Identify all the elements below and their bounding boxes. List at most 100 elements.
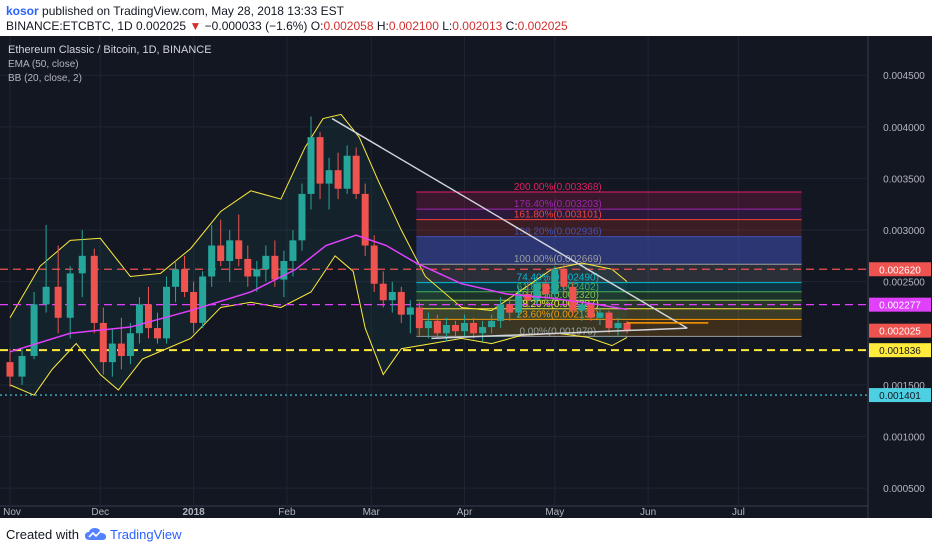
level-price-tag-bg (869, 262, 931, 277)
candle-body[interactable] (199, 276, 207, 323)
candle-body[interactable] (217, 245, 225, 262)
candle-body[interactable] (208, 245, 216, 277)
candle-body[interactable] (524, 294, 532, 301)
candle-body[interactable] (298, 193, 306, 241)
fib-level-label: 100.00%(0.002669) (514, 254, 602, 265)
candle-body[interactable] (605, 312, 613, 329)
candle-body[interactable] (153, 328, 161, 339)
candle-body[interactable] (442, 324, 450, 334)
candle-body[interactable] (569, 286, 577, 311)
candle-body[interactable] (461, 322, 469, 332)
level-price-tag: 0.001836 (879, 346, 921, 357)
candle-body[interactable] (551, 269, 559, 295)
chart-canvas[interactable]: 0.004500 0.004000 0.003500 0.003000 0.002500… (0, 36, 932, 518)
candle-body[interactable] (470, 322, 478, 334)
candle-body[interactable] (66, 273, 74, 318)
candle-body[interactable] (307, 137, 315, 194)
candle-body[interactable] (560, 269, 568, 287)
candle-body[interactable] (388, 291, 396, 301)
price-axis[interactable] (868, 36, 932, 518)
candle-body[interactable] (542, 283, 550, 295)
candle-body[interactable] (117, 343, 125, 356)
candle-body[interactable] (406, 307, 414, 315)
candle-body[interactable] (108, 343, 116, 363)
fib-zone (416, 300, 802, 309)
high-label: H: (376, 19, 389, 33)
candle-body[interactable] (42, 286, 50, 305)
candle-body[interactable] (334, 170, 342, 189)
candle-body[interactable] (451, 324, 459, 332)
candle-body[interactable] (415, 307, 423, 329)
candle-body[interactable] (280, 261, 288, 280)
candle-body[interactable] (397, 291, 405, 315)
trendline[interactable] (331, 117, 688, 329)
candle-body[interactable] (18, 355, 26, 377)
low-label: L: (442, 19, 453, 33)
high-value: 0.002100 (388, 19, 439, 33)
candle-body[interactable] (488, 320, 496, 328)
level-price-tag: 0.002620 (879, 265, 921, 276)
low-value: 0.002013 (452, 19, 503, 33)
time-axis[interactable] (0, 506, 868, 518)
candle-body[interactable] (289, 240, 297, 262)
candle-body[interactable] (515, 294, 523, 313)
candle-body[interactable] (587, 304, 595, 318)
candle-body[interactable] (135, 304, 143, 334)
candle-body[interactable] (578, 304, 586, 311)
candle-body[interactable] (271, 255, 279, 280)
bollinger-lower-line (9, 255, 628, 396)
symbol-label[interactable]: BINANCE:ETCBTC, 1D (6, 19, 133, 33)
candle-body[interactable] (361, 193, 369, 246)
candle-body[interactable] (614, 322, 622, 329)
fib-zone (416, 282, 802, 292)
last-price-tag-bg (869, 323, 931, 338)
author-link[interactable]: kosor (6, 4, 39, 18)
y-tick-label: 0.001000 (883, 432, 925, 443)
last-price-tag: 0.002025 (879, 327, 921, 338)
candle-body[interactable] (379, 283, 387, 301)
candle-body[interactable] (190, 291, 198, 323)
candle-body[interactable] (244, 258, 252, 277)
candle-body[interactable] (370, 245, 378, 284)
candle-body[interactable] (6, 362, 14, 377)
candle-body[interactable] (433, 320, 441, 334)
candle-body[interactable] (163, 286, 171, 339)
candle-body[interactable] (506, 304, 514, 313)
trendline[interactable] (431, 327, 688, 340)
candle-body[interactable] (172, 269, 180, 287)
created-with-text: Created with (6, 527, 79, 542)
candle-body[interactable] (343, 155, 351, 189)
price-change: −0.000033 (−1.6%) (204, 19, 308, 33)
x-tick-label: Nov (3, 507, 21, 518)
candle-body[interactable] (533, 283, 541, 301)
indicator-legend-label: EMA (50, close) (8, 59, 79, 70)
level-price-tag-bg (869, 388, 931, 403)
candle-body[interactable] (316, 137, 324, 184)
x-tick-label: May (545, 507, 564, 518)
candle-body[interactable] (596, 312, 604, 318)
candle-body[interactable] (352, 155, 360, 194)
candle-body[interactable] (126, 333, 134, 356)
x-tick-label: Apr (457, 507, 473, 518)
candle-body[interactable] (30, 304, 38, 356)
candle-body[interactable] (181, 269, 189, 292)
fib-level-label: 176.40%(0.003203) (514, 199, 602, 210)
candle-body[interactable] (235, 240, 243, 259)
candle-body[interactable] (54, 286, 62, 318)
candle-body[interactable] (623, 322, 631, 331)
candle-body[interactable] (226, 240, 234, 262)
candle-body[interactable] (90, 255, 98, 323)
candle-body[interactable] (325, 170, 333, 184)
candle-body[interactable] (262, 255, 270, 270)
price-chart[interactable]: 0.004500 0.004000 0.003500 0.003000 0.002500… (0, 36, 932, 518)
candle-body[interactable] (78, 255, 86, 274)
ema-line (9, 234, 628, 353)
candle-body[interactable] (99, 322, 107, 363)
candle-body[interactable] (424, 320, 432, 329)
chart-title: Ethereum Classic / Bitcoin, 1D, BINANCE (8, 44, 212, 56)
candle-body[interactable] (479, 327, 487, 334)
candle-body[interactable] (144, 304, 152, 329)
candle-body[interactable] (497, 304, 505, 321)
candle-body[interactable] (253, 269, 261, 277)
tradingview-brand-link[interactable]: TradingView (110, 527, 182, 542)
